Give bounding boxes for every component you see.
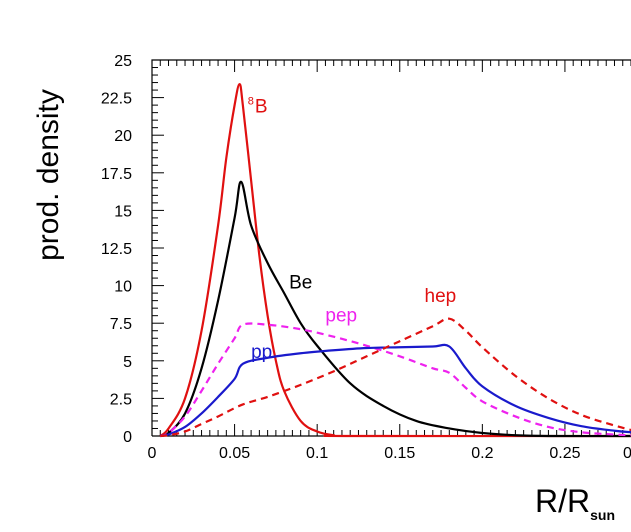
x-axis-title-main: R/R xyxy=(535,483,590,519)
x-tick-label: 0.15 xyxy=(384,445,415,462)
series-line-be xyxy=(159,180,631,438)
x-tick-label: 0 xyxy=(148,445,157,462)
y-tick-label: 0 xyxy=(123,429,132,446)
series-line-pp xyxy=(160,343,631,438)
y-tick-label: 2.5 xyxy=(110,391,132,408)
series-label-pep: pep xyxy=(325,306,357,327)
x-tick-label: 0 xyxy=(623,445,631,462)
y-tick-label: 15 xyxy=(114,203,132,220)
series-line-pep xyxy=(159,322,631,438)
series-line-8b xyxy=(159,82,631,438)
y-tick-label: 22.5 xyxy=(101,91,132,108)
series-label-sup: 8 xyxy=(248,96,254,108)
series-label-hep: hep xyxy=(425,286,457,307)
y-tick-label: 5 xyxy=(123,354,132,371)
y-tick-label: 10 xyxy=(114,279,132,296)
svg-text:R/Rsun: R/Rsun xyxy=(535,483,615,523)
series-label-8b: 8B xyxy=(248,96,268,118)
x-tick-label: 0.25 xyxy=(549,445,580,462)
series-label-pp: pp xyxy=(251,342,272,363)
y-tick-label: 20 xyxy=(114,128,132,145)
x-axis-title-sub: sun xyxy=(590,507,615,523)
series-line-hep xyxy=(160,317,631,438)
x-tick-label: 0.05 xyxy=(219,445,250,462)
x-tick-label: 0.1 xyxy=(306,445,328,462)
y-tick-label: 25 xyxy=(114,53,132,70)
plot-frame xyxy=(151,59,631,436)
series-label-be: Be xyxy=(289,273,312,294)
y-tick-label: 17.5 xyxy=(101,166,132,183)
axes: 0 0.05 0.1 0.15 0.2 0.25 002.557.51012.51517.5… xyxy=(101,53,631,462)
y-tick-label: 12.5 xyxy=(101,241,132,258)
x-axis-title: R/Rsun xyxy=(535,483,615,523)
curves xyxy=(159,82,631,438)
y-axis-title: prod. density xyxy=(32,89,65,261)
y-tick-label: 7.5 xyxy=(110,316,132,333)
x-tick-label: 0.2 xyxy=(471,445,493,462)
series-label-main: B xyxy=(255,97,268,118)
